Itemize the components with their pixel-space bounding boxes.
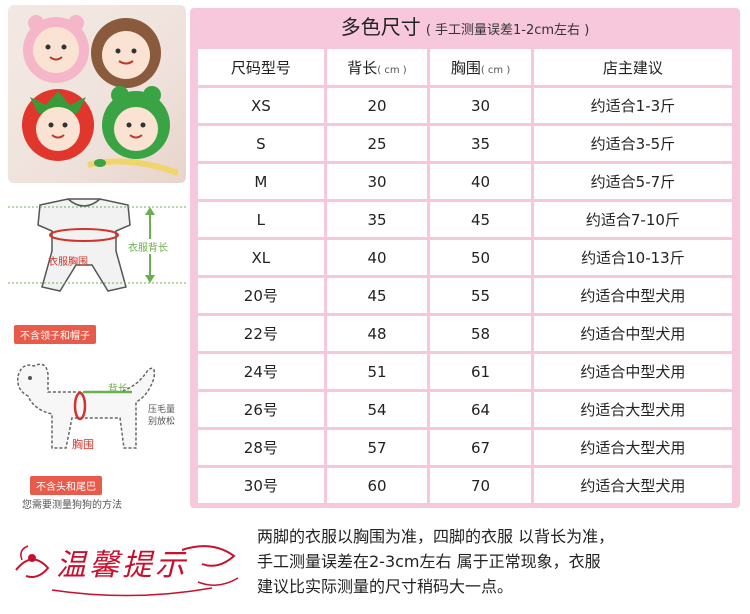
dog-caption: 您需要测量狗狗的方法 [22,500,122,511]
garment-diagram: 衣服背长 衣服胸围 不含领子和帽子 [8,195,186,350]
dog-chest-label: 胸围 [72,438,94,451]
table-row: L 35 45 约适合7-10斤 [198,202,732,237]
cell-back: 57 [326,430,428,465]
header-size: 尺码型号 [198,49,324,85]
cell-back: 60 [326,468,428,503]
table-row: 26号 54 64 约适合大型犬用 [198,392,732,427]
cell-back: 20 [326,88,428,123]
cell-size: 20号 [198,278,324,313]
cell-back: 25 [326,126,428,161]
cell-advice: 约适合3-5斤 [533,126,732,161]
tip-text: 两脚的衣服以胸围为准，四脚的衣服 以背长为准， 手工测量误差在2-3cm左右 属… [257,524,742,599]
cell-back: 30 [326,164,428,199]
cell-back: 40 [326,240,428,275]
cell-back: 54 [326,392,428,427]
tip-line: 手工测量误差在2-3cm左右 属于正常现象，衣服 [257,552,601,571]
tip-title: 温馨提示 [12,530,242,605]
cell-size: XS [198,88,324,123]
cell-advice: 约适合中型犬用 [533,316,732,351]
tip-title-text: 温馨提示 [56,548,188,583]
cell-size: 22号 [198,316,324,351]
header-advice: 店主建议 [533,49,732,85]
table-header-row: 尺码型号 背长( cm ) 胸围( cm ) 店主建议 [198,49,732,85]
cell-size: 30号 [198,468,324,503]
garment-back-label: 衣服背长 [128,239,168,254]
table-row: 30号 60 70 约适合大型犬用 [198,468,732,503]
table-row: XS 20 30 约适合1-3斤 [198,88,732,123]
cell-chest: 67 [430,430,531,465]
cell-back: 35 [326,202,428,237]
dog-diagram: 背长 胸围 压毛量别放松 不含头和尾巴 您需要测量狗狗的方法 [8,356,186,514]
dog-press-note: 压毛量别放松 [148,405,176,427]
table-row: M 30 40 约适合5-7斤 [198,164,732,199]
cell-chest: 45 [430,202,531,237]
cell-advice: 约适合1-3斤 [533,88,732,123]
size-table: 尺码型号 背长( cm ) 胸围( cm ) 店主建议 XS 20 30 约适合… [195,46,735,506]
header-back: 背长( cm ) [326,49,428,85]
cell-chest: 50 [430,240,531,275]
tip-line: 两脚的衣服以胸围为准，四脚的衣服 以背长为准， [257,527,615,546]
table-subtitle: ( 手工测量误差1-2cm左右 ) [425,23,590,38]
cell-advice: 约适合大型犬用 [533,430,732,465]
cell-size: XL [198,240,324,275]
cell-advice: 约适合5-7斤 [533,164,732,199]
cell-advice: 约适合7-10斤 [533,202,732,237]
cell-chest: 64 [430,392,531,427]
cell-size: S [198,126,324,161]
cell-chest: 70 [430,468,531,503]
cell-chest: 61 [430,354,531,389]
cell-chest: 40 [430,164,531,199]
cell-size: 24号 [198,354,324,389]
dog-note-badge: 不含头和尾巴 [30,476,102,495]
table-row: 20号 45 55 约适合中型犬用 [198,278,732,313]
cell-back: 48 [326,316,428,351]
garment-note-badge: 不含领子和帽子 [14,325,96,344]
cell-advice: 约适合中型犬用 [533,278,732,313]
table-row: 28号 57 67 约适合大型犬用 [198,430,732,465]
cell-size: L [198,202,324,237]
tip-line: 建议比实际测量的尺寸稍码大一点。 [257,577,514,596]
cell-chest: 58 [430,316,531,351]
table-title-text: 多色尺寸 [340,15,421,39]
header-chest: 胸围( cm ) [430,49,531,85]
cell-chest: 30 [430,88,531,123]
cell-advice: 约适合中型犬用 [533,354,732,389]
cell-advice: 约适合10-13斤 [533,240,732,275]
table-row: 22号 48 58 约适合中型犬用 [198,316,732,351]
table-row: 24号 51 61 约适合中型犬用 [198,354,732,389]
cell-size: 26号 [198,392,324,427]
product-photo [8,5,186,183]
cell-advice: 约适合大型犬用 [533,468,732,503]
table-title: 多色尺寸 ( 手工测量误差1-2cm左右 ) [190,8,740,46]
table-row: S 25 35 约适合3-5斤 [198,126,732,161]
cell-back: 51 [326,354,428,389]
cell-chest: 35 [430,126,531,161]
cell-back: 45 [326,278,428,313]
dog-back-label: 背长 [108,384,128,395]
cell-chest: 55 [430,278,531,313]
cell-size: 28号 [198,430,324,465]
table-row: XL 40 50 约适合10-13斤 [198,240,732,275]
cell-advice: 约适合大型犬用 [533,392,732,427]
cell-size: M [198,164,324,199]
garment-chest-label: 衣服胸围 [48,257,88,268]
